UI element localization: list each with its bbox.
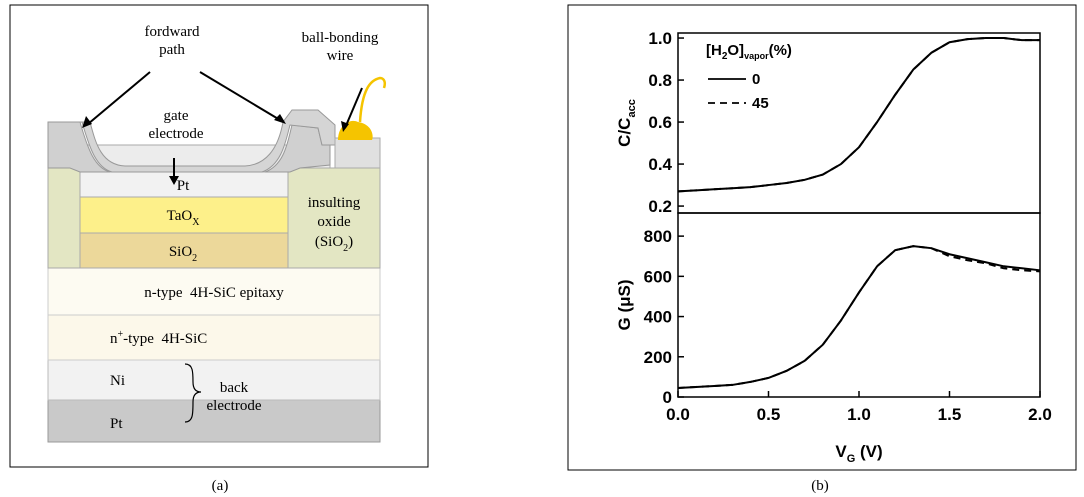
wire <box>358 76 387 123</box>
legend-title-sub: vapor <box>744 51 769 61</box>
label: SiO <box>169 244 193 260</box>
label: wire <box>327 48 354 64</box>
label: SiO2 <box>169 244 197 264</box>
label: n-type 4H-SiC epitaxy <box>144 285 284 301</box>
label: gate <box>164 108 189 124</box>
gate-metal <box>47 121 331 173</box>
layer-nplus <box>47 314 381 361</box>
y-axis-label: C/Cacc <box>615 99 638 147</box>
label: ball-bonding <box>302 30 379 46</box>
x-axis-label: V <box>835 442 847 461</box>
pad <box>334 137 381 169</box>
label: Pt <box>177 178 190 194</box>
legend-label: 45 <box>752 95 769 112</box>
label: TaOX <box>167 208 201 228</box>
frame-b <box>567 4 1077 471</box>
x-tick-label: 0.5 <box>757 405 781 424</box>
y-axis-label: C/C <box>615 118 634 147</box>
y-tick-label: 0.2 <box>648 197 672 216</box>
layer-epi <box>47 267 381 316</box>
layer-ni <box>47 359 381 401</box>
y-tick-label: 400 <box>644 308 672 327</box>
series-line <box>677 37 1040 193</box>
x-axis-label: VG (V) <box>835 442 882 465</box>
label: ) <box>348 234 353 250</box>
label-sub: X <box>192 217 200 228</box>
x-axis-label-sub: G <box>847 453 856 465</box>
x-tick-label: 0.0 <box>666 405 690 424</box>
legend-title: O] <box>727 42 744 59</box>
caption: (b) <box>811 478 829 494</box>
brace <box>184 363 202 423</box>
label: n <box>110 331 118 347</box>
label: (SiO <box>315 234 344 250</box>
label: Pt <box>110 416 123 432</box>
y-tick-label: 200 <box>644 348 672 367</box>
legend-title: (%) <box>769 42 792 59</box>
label: electrode <box>149 126 204 142</box>
arrow <box>199 71 281 121</box>
x-tick-label: 2.0 <box>1028 405 1052 424</box>
oxide-left <box>47 167 81 269</box>
device-diagram: fordward path ball-bonding wire gate ele… <box>47 24 387 443</box>
arrow <box>344 87 363 129</box>
legend-title: [H2O]vapor(%) <box>706 42 792 62</box>
oxide-right <box>287 167 381 269</box>
y-tick-label: 800 <box>644 227 672 246</box>
y-tick-label: 600 <box>644 267 672 286</box>
label: (SiO2) <box>315 234 353 254</box>
series-line <box>677 245 1041 389</box>
label: electrode <box>207 398 262 414</box>
label: -type 4H-SiC <box>123 331 207 347</box>
label-sub: 2 <box>192 253 197 264</box>
y-tick-label: 0 <box>663 388 672 407</box>
caption: (a) <box>212 478 229 494</box>
top-metal <box>48 109 336 173</box>
y-tick-label: 1.0 <box>648 29 672 48</box>
label: oxide <box>317 214 351 230</box>
arrows <box>87 71 363 178</box>
y-axis-label: G (μS) <box>615 279 634 330</box>
x-tick-label: 1.5 <box>938 405 962 424</box>
arrow <box>87 71 151 125</box>
legend-label: 0 <box>752 71 760 88</box>
y-axis-label-sub: acc <box>626 99 638 117</box>
x-axis-label: (V) <box>855 442 882 461</box>
layer-sio2 <box>79 232 289 269</box>
layer-pt-top <box>79 171 289 198</box>
label: insulting <box>308 195 361 211</box>
label: path <box>159 42 185 58</box>
label: fordward <box>145 24 200 40</box>
y-tick-label: 0.4 <box>648 155 672 174</box>
label: TaO <box>167 208 193 224</box>
layer-taox <box>79 196 289 234</box>
x-tick-label: 1.0 <box>847 405 871 424</box>
label: n+-type 4H-SiC <box>110 329 207 347</box>
y-tick-label: 0.8 <box>648 71 672 90</box>
label-sub: 2 <box>343 243 348 254</box>
label: back <box>220 380 249 396</box>
label-sup: + <box>118 329 124 340</box>
label: Ni <box>110 373 125 389</box>
legend-title-sub: 2 <box>722 51 728 62</box>
layer-pt-bottom <box>47 399 381 443</box>
legend-title: [H <box>706 42 722 59</box>
charts: 0.20.40.60.81.0C/Cacc[H2O]vapor(%)045020… <box>615 29 1052 465</box>
y-tick-label: 0.6 <box>648 113 672 132</box>
